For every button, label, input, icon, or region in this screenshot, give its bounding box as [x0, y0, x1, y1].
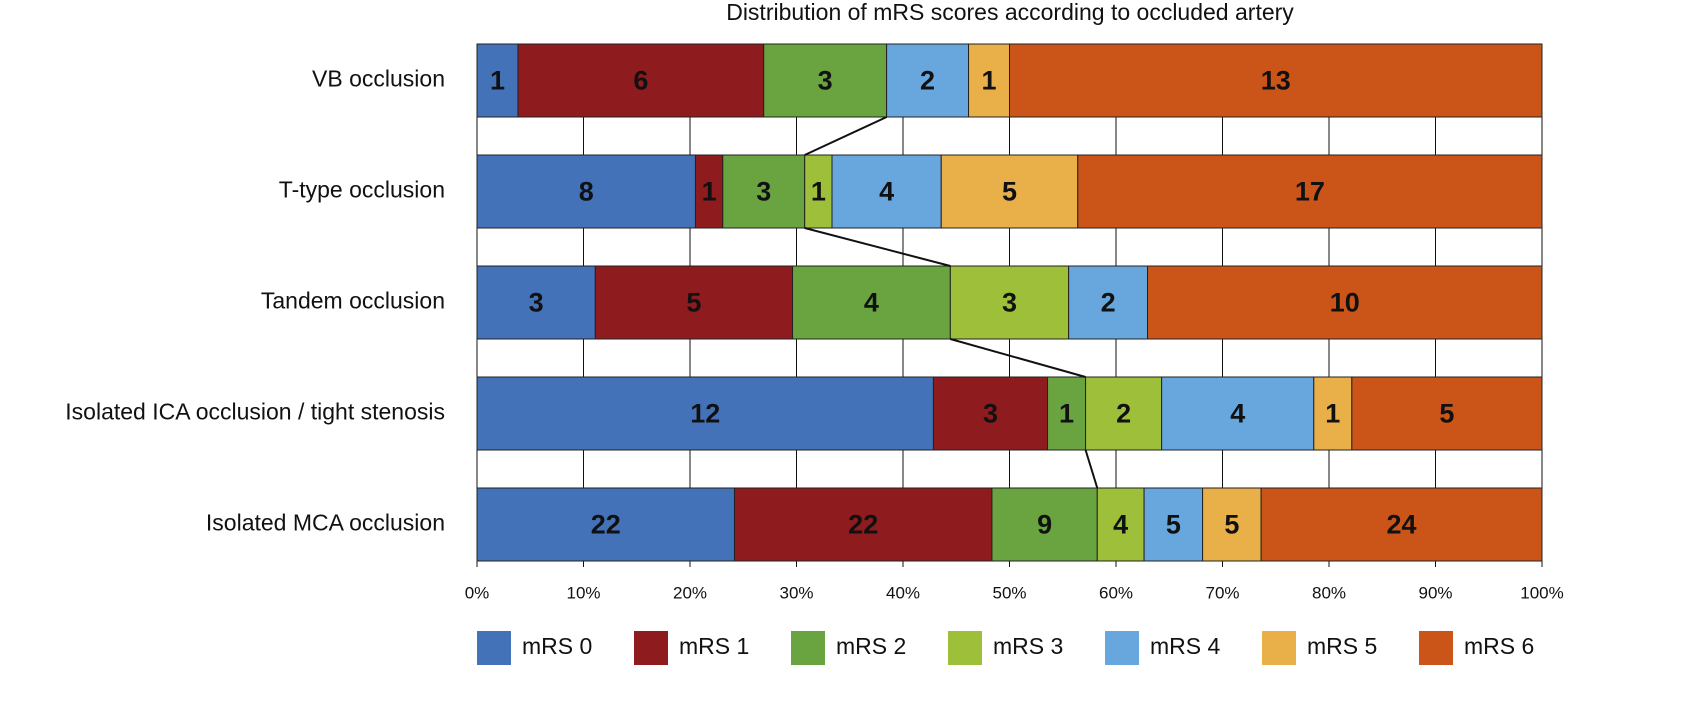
- data-label: 3: [1002, 288, 1017, 318]
- data-label: 3: [983, 399, 998, 429]
- legend-swatch: [634, 631, 668, 665]
- data-label: 3: [756, 177, 771, 207]
- bar-segment: [968, 43, 1010, 118]
- y-tick-label: Tandem occlusion: [261, 288, 445, 314]
- legend-swatch: [791, 631, 825, 665]
- bar-segment: [763, 43, 888, 118]
- y-tick-label: Isolated MCA occlusion: [206, 510, 445, 536]
- x-tick-label: 40%: [886, 583, 920, 602]
- data-label: 2: [920, 66, 935, 96]
- bar-segment: [1202, 487, 1262, 562]
- data-label: 5: [1002, 177, 1017, 207]
- bar-segment: [1260, 487, 1543, 562]
- legend-label: mRS 2: [836, 633, 906, 659]
- data-label: 22: [848, 510, 878, 540]
- data-label: 1: [982, 66, 997, 96]
- y-tick-label: Isolated ICA occlusion / tight stenosis: [65, 399, 445, 425]
- bar-segment: [476, 376, 934, 451]
- bar-segment: [940, 154, 1079, 229]
- bar-segment: [476, 265, 596, 340]
- data-label: 10: [1330, 288, 1360, 318]
- data-label: 4: [1113, 510, 1128, 540]
- y-tick-label: T-type occlusion: [279, 177, 445, 203]
- bar-segment: [831, 154, 942, 229]
- bar-segment: [1143, 487, 1204, 562]
- connector: [804, 116, 888, 156]
- data-label: 3: [818, 66, 833, 96]
- bar-segment: [1085, 376, 1163, 451]
- data-label: 13: [1261, 66, 1291, 96]
- connector: [1084, 449, 1099, 489]
- bar-segment: [476, 154, 696, 229]
- bar-segment: [949, 265, 1070, 340]
- data-label: 1: [702, 177, 717, 207]
- bar-segment: [1147, 265, 1543, 340]
- legend-label: mRS 1: [679, 633, 749, 659]
- x-tick-label: 0%: [465, 583, 490, 602]
- chart-title: Distribution of mRS scores according to …: [726, 0, 1294, 25]
- legend-swatch: [948, 631, 982, 665]
- legend-label: mRS 0: [522, 633, 592, 659]
- data-label: 24: [1387, 510, 1417, 540]
- data-label: 5: [1166, 510, 1181, 540]
- data-label: 3: [529, 288, 544, 318]
- x-tick-label: 70%: [1205, 583, 1239, 602]
- data-label: 1: [490, 66, 505, 96]
- data-label: 1: [811, 177, 826, 207]
- data-label: 5: [1439, 399, 1454, 429]
- x-tick-label: 100%: [1520, 583, 1563, 602]
- bar-segment: [1009, 43, 1543, 118]
- x-tick-label: 10%: [566, 583, 600, 602]
- bar-segment: [1096, 487, 1145, 562]
- x-tick-label: 90%: [1418, 583, 1452, 602]
- legend-label: mRS 5: [1307, 633, 1377, 659]
- bar-segment: [476, 487, 735, 562]
- data-label: 1: [1325, 399, 1340, 429]
- data-label: 2: [1116, 399, 1131, 429]
- x-tick-label: 50%: [992, 583, 1026, 602]
- bar-segment: [1161, 376, 1315, 451]
- bar-segment: [476, 43, 519, 118]
- data-label: 4: [1230, 399, 1245, 429]
- legend-label: mRS 6: [1464, 633, 1534, 659]
- bar-segment: [991, 487, 1098, 562]
- data-label: 5: [1224, 510, 1239, 540]
- bar-segment: [722, 154, 806, 229]
- data-label: 1: [1059, 399, 1074, 429]
- legend-label: mRS 3: [993, 633, 1063, 659]
- bar-segment: [1077, 154, 1543, 229]
- bar-segment: [1351, 376, 1543, 451]
- bar-segment: [1047, 376, 1087, 451]
- legend-swatch: [1419, 631, 1453, 665]
- y-tick-label: VB occlusion: [312, 66, 445, 92]
- data-label: 17: [1295, 177, 1325, 207]
- bar-segment: [594, 265, 794, 340]
- data-label: 12: [690, 399, 720, 429]
- data-label: 4: [864, 288, 879, 318]
- data-label: 5: [686, 288, 701, 318]
- legend-swatch: [1105, 631, 1139, 665]
- bar-segment: [932, 376, 1049, 451]
- data-label: 2: [1101, 288, 1116, 318]
- data-label: 4: [879, 177, 894, 207]
- data-label: 22: [591, 510, 621, 540]
- connector: [804, 227, 951, 267]
- data-label: 8: [579, 177, 594, 207]
- legend-swatch: [1262, 631, 1296, 665]
- bar-segment: [733, 487, 993, 562]
- connector: [950, 338, 1086, 378]
- legend-label: mRS 4: [1150, 633, 1221, 659]
- x-tick-label: 80%: [1312, 583, 1346, 602]
- data-label: 6: [633, 66, 648, 96]
- bar-segment: [1068, 265, 1149, 340]
- data-label: 9: [1037, 510, 1052, 540]
- x-tick-label: 20%: [673, 583, 707, 602]
- bar-segment: [886, 43, 970, 118]
- x-tick-label: 60%: [1099, 583, 1133, 602]
- bar-segment: [517, 43, 765, 118]
- legend-swatch: [477, 631, 511, 665]
- x-tick-label: 30%: [779, 583, 813, 602]
